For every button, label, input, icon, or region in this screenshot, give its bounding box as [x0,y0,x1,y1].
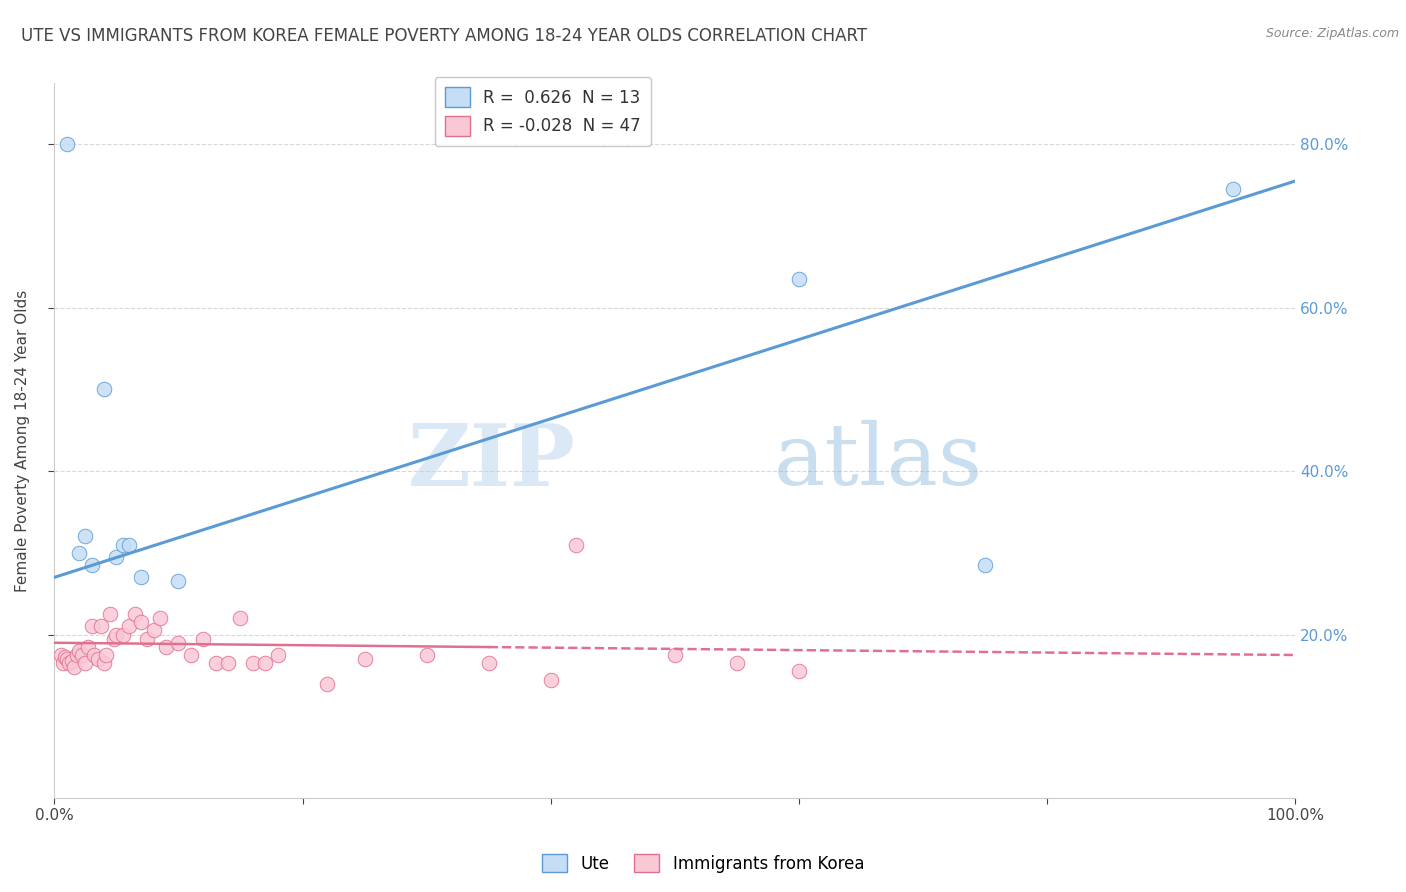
Point [52,656,75,670]
Point [787,665,810,679]
Point [540,673,562,687]
Point [80,619,103,633]
Point [118,538,141,552]
Text: atlas: atlas [775,420,983,503]
Legend: R =  0.626  N = 13, R = -0.028  N = 47: R = 0.626 N = 13, R = -0.028 N = 47 [434,77,651,146]
Legend: Ute, Immigrants from Korea: Ute, Immigrants from Korea [536,847,870,880]
Point [129,570,152,584]
Point [155,640,177,654]
Point [103,632,125,646]
Point [242,656,264,670]
Point [111,627,134,641]
Point [58,656,80,670]
Point [98,607,121,622]
Point [70,648,93,662]
Point [353,652,375,666]
Text: ZIP: ZIP [408,420,575,504]
Point [96,648,118,662]
Point [55,137,77,152]
Point [725,656,748,670]
Point [67,546,90,560]
Point [149,611,172,625]
Point [787,272,810,286]
Point [80,558,103,573]
Point [229,611,252,625]
Point [66,648,89,662]
Point [974,558,997,573]
Point [167,636,190,650]
Point [60,654,83,668]
Point [63,660,86,674]
Point [193,632,215,646]
Point [105,549,128,564]
Point [180,648,202,662]
Point [76,640,98,654]
Point [217,656,239,670]
Point [564,538,586,552]
Point [55,652,77,666]
Point [316,676,339,690]
Point [83,648,105,662]
Point [87,652,110,666]
Point [664,648,686,662]
Point [254,656,277,670]
Point [142,624,165,638]
Point [478,656,501,670]
Point [67,644,90,658]
Point [55,650,77,665]
Point [93,656,115,670]
Point [105,627,128,641]
Text: UTE VS IMMIGRANTS FROM KOREA FEMALE POVERTY AMONG 18-24 YEAR OLDS CORRELATION CH: UTE VS IMMIGRANTS FROM KOREA FEMALE POVE… [21,27,868,45]
Point [1222,182,1244,196]
Point [118,619,141,633]
Point [75,529,97,543]
Point [204,656,226,670]
Y-axis label: Female Poverty Among 18-24 Year Olds: Female Poverty Among 18-24 Year Olds [15,289,30,591]
Point [75,656,97,670]
Point [136,632,159,646]
Point [129,615,152,630]
Text: Source: ZipAtlas.com: Source: ZipAtlas.com [1265,27,1399,40]
Point [90,619,112,633]
Point [415,648,437,662]
Point [93,383,115,397]
Point [167,574,190,589]
Point [267,648,290,662]
Point [111,538,134,552]
Point [124,607,146,622]
Point [49,648,72,662]
